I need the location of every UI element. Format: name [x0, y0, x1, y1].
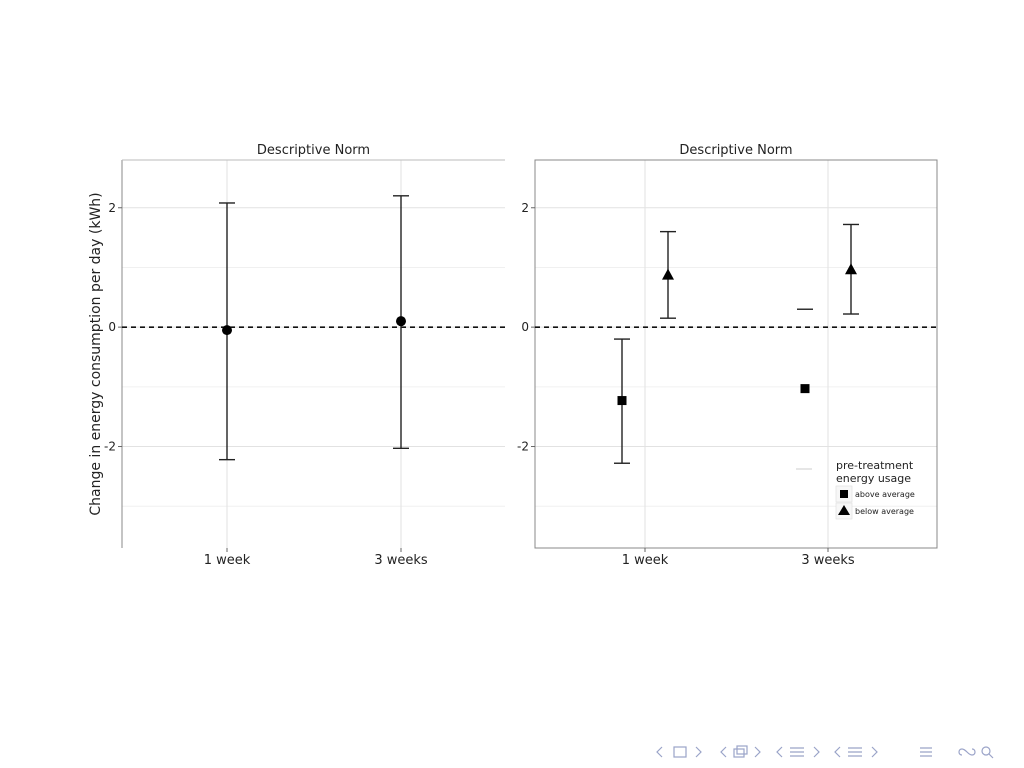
nav-frame-icon[interactable]	[673, 746, 687, 758]
nav-next-icon[interactable]	[695, 746, 702, 758]
y-axis-label: Change in energy consumption per day (kW…	[88, 192, 104, 515]
legend-title: energy usage	[836, 472, 911, 485]
data-point-triangle	[662, 268, 674, 280]
nav-section-icon[interactable]	[776, 746, 878, 758]
y-tick-label: -2	[104, 440, 116, 454]
data-point-square	[617, 396, 627, 406]
y-tick-label: 2	[108, 201, 116, 215]
panel-title: Descriptive Norm	[257, 143, 370, 158]
data-point-circle	[396, 316, 406, 327]
y-tick-label: 0	[108, 320, 116, 334]
panel-title: Descriptive Norm	[679, 143, 792, 158]
legend-key-triangle	[838, 505, 850, 515]
chart-panel-1: Descriptive Norm -2 0 2 1 week 3 weeks Change …	[88, 143, 505, 568]
legend-key-square	[840, 490, 848, 498]
nav-align-icon[interactable]	[920, 747, 932, 757]
nav-subsection-icon[interactable]	[720, 745, 761, 758]
legend-title: pre-treatment	[836, 459, 914, 472]
legend-entry-label: below average	[855, 507, 914, 516]
x-tick-label: 3 weeks	[374, 553, 428, 568]
data-point-triangle	[845, 263, 857, 275]
beamer-navigation-bar	[656, 745, 994, 759]
nav-search-icon[interactable]	[958, 746, 994, 759]
data-point-circle	[222, 325, 232, 336]
x-tick-label: 1 week	[204, 553, 251, 568]
panel-border	[534, 159, 938, 549]
y-tick-label: -2	[517, 440, 529, 454]
chart-panel-2: Descriptive Norm -2 0 2 1 week 3 weeks pre-tre…	[517, 143, 938, 568]
nav-prev-icon[interactable]	[656, 746, 663, 758]
data-point-square	[800, 384, 810, 394]
y-tick-label: 2	[521, 201, 529, 215]
x-tick-label: 3 weeks	[801, 553, 855, 568]
legend-entry-label: above average	[855, 490, 915, 499]
y-tick-label: 0	[521, 320, 529, 334]
x-tick-label: 1 week	[622, 553, 669, 568]
